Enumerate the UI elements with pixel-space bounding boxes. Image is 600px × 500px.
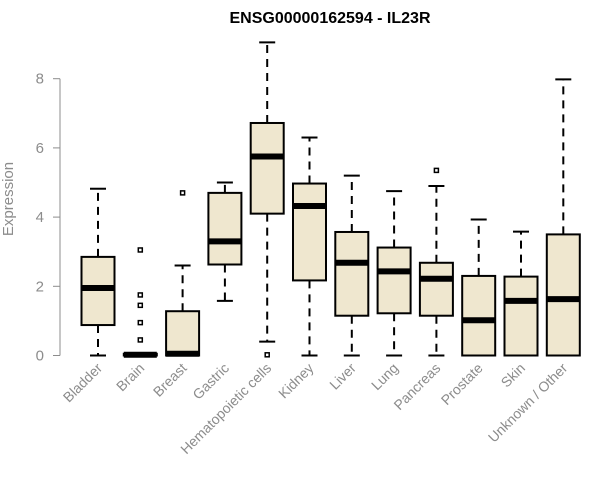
y-tick-label: 6 bbox=[36, 140, 44, 157]
x-tick-label: Lung bbox=[368, 360, 401, 393]
box-4 bbox=[249, 41, 285, 358]
iqr-box bbox=[376, 246, 412, 315]
iqr-box bbox=[545, 233, 581, 357]
box-9 bbox=[461, 218, 497, 357]
outlier-point bbox=[264, 352, 270, 358]
iqr-box bbox=[292, 182, 327, 282]
iqr-box bbox=[207, 191, 243, 266]
outlier-point bbox=[137, 292, 144, 298]
chart-title: ENSG00000162594 - IL23R bbox=[229, 10, 430, 27]
y-tick-label: 0 bbox=[36, 348, 44, 365]
y-tick-label: 2 bbox=[36, 278, 44, 295]
box-1 bbox=[122, 247, 158, 358]
y-tick-label: 8 bbox=[36, 71, 44, 88]
x-tick-label: Brain bbox=[113, 360, 147, 394]
x-tick-label: Prostate bbox=[438, 360, 486, 408]
outlier-point bbox=[137, 319, 144, 326]
iqr-box bbox=[418, 261, 454, 317]
outlier-point bbox=[137, 302, 144, 309]
x-tick-label: Skin bbox=[498, 360, 529, 391]
iqr-box bbox=[461, 274, 497, 357]
box-3 bbox=[207, 181, 243, 302]
box-10 bbox=[503, 230, 539, 357]
box-0 bbox=[80, 187, 116, 357]
x-tick-label: Unknown / Other bbox=[485, 360, 571, 446]
iqr-box bbox=[165, 310, 201, 357]
box-6 bbox=[334, 174, 370, 357]
y-tick-label: 4 bbox=[36, 209, 44, 226]
outlier-point bbox=[179, 190, 186, 196]
outlier-point bbox=[137, 247, 144, 253]
box-7 bbox=[376, 190, 412, 357]
box-8 bbox=[418, 167, 454, 357]
y-axis-label: Expression bbox=[0, 162, 17, 236]
outlier-point bbox=[433, 167, 440, 174]
box-5 bbox=[292, 136, 327, 357]
box-2 bbox=[165, 190, 201, 357]
box-group bbox=[80, 41, 581, 358]
x-tick-label: Liver bbox=[326, 360, 359, 393]
x-tick-label: Kidney bbox=[275, 360, 317, 402]
x-tick-label: Bladder bbox=[60, 360, 106, 406]
iqr-box bbox=[334, 230, 370, 317]
x-tick-label: Breast bbox=[150, 360, 190, 400]
iqr-box bbox=[503, 275, 539, 357]
y-axis: 0 2 4 6 8 bbox=[36, 71, 61, 365]
box-11 bbox=[545, 78, 581, 357]
outlier-point bbox=[137, 337, 144, 343]
iqr-box bbox=[249, 121, 285, 215]
x-tick-label: Pancreas bbox=[390, 360, 443, 413]
